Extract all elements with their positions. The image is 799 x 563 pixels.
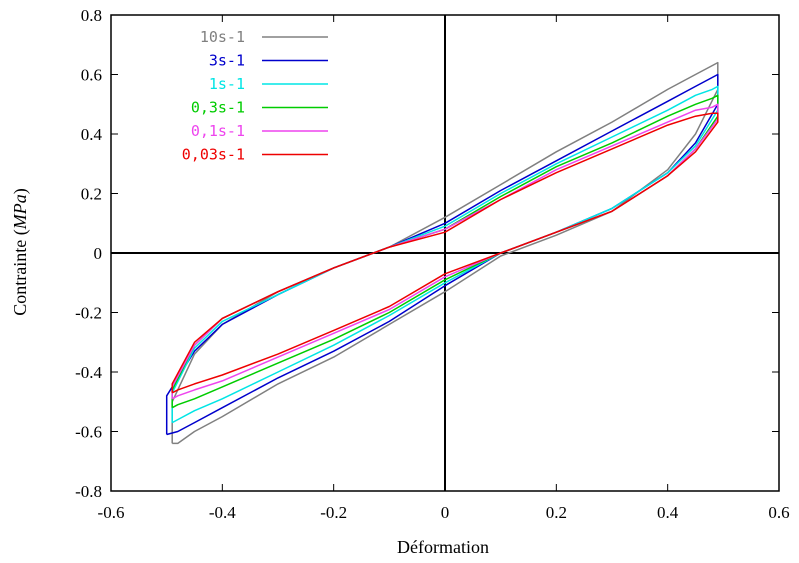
y-tick-label: 0 xyxy=(94,244,103,263)
axis-ticks: -0.6 -0.4 -0.2 0 0.2 0.4 0.6 -0.8 -0.6 -0.4 -0.2 0 0… xyxy=(75,6,790,522)
x-tick-label: 0 xyxy=(441,503,450,522)
x-tick-label: -0.4 xyxy=(209,503,236,522)
y-axis-title-unit: MPa xyxy=(10,194,30,230)
x-tick-label: 0.6 xyxy=(768,503,789,522)
legend-label: 3s-1 xyxy=(209,52,245,70)
y-tick-label: 0.4 xyxy=(81,125,103,144)
y-axis-title: Contrainte (MPa) xyxy=(10,188,31,315)
y-tick-label: -0.8 xyxy=(75,482,102,501)
plot-frame xyxy=(110,14,780,492)
legend-label: 0,3s-1 xyxy=(191,99,245,117)
y-tick-label: -0.6 xyxy=(75,423,102,442)
y-tick-label: 0.6 xyxy=(81,66,102,85)
y-tick-label: 0.8 xyxy=(81,6,102,25)
y-axis-title-suffix: ) xyxy=(10,188,31,194)
x-axis-title: Déformation xyxy=(397,537,489,557)
x-tick-label: -0.6 xyxy=(98,503,125,522)
y-tick-label: 0.2 xyxy=(81,185,102,204)
series-line-6 xyxy=(171,112,719,394)
series-line-3 xyxy=(171,85,719,424)
legend: 10s-1 3s-1 1s-1 0,3s-1 0,1s-1 0,03s-1 xyxy=(182,28,328,164)
y-tick-label: -0.4 xyxy=(75,363,102,382)
series-layer xyxy=(165,61,719,445)
x-tick-label: 0.4 xyxy=(657,503,679,522)
x-tick-label: 0.2 xyxy=(546,503,567,522)
legend-label: 0,03s-1 xyxy=(182,146,245,164)
legend-label: 10s-1 xyxy=(200,28,245,46)
series-line-2 xyxy=(165,73,719,436)
y-tick-label: -0.2 xyxy=(75,304,102,323)
x-tick-label: -0.2 xyxy=(320,503,347,522)
legend-label: 0,1s-1 xyxy=(191,122,245,140)
zero-lines xyxy=(111,15,779,491)
legend-label: 1s-1 xyxy=(209,75,245,93)
y-axis-title-prefix: Contrainte ( xyxy=(10,229,31,315)
